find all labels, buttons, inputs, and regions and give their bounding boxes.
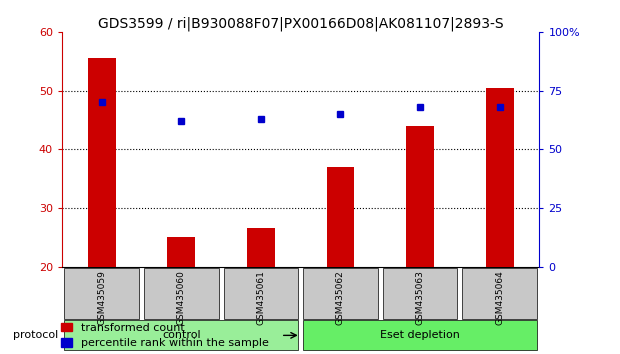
FancyBboxPatch shape	[303, 268, 378, 319]
FancyBboxPatch shape	[224, 268, 298, 319]
FancyBboxPatch shape	[144, 268, 219, 319]
Bar	[327, 167, 355, 267]
FancyBboxPatch shape	[463, 268, 537, 319]
FancyBboxPatch shape	[383, 268, 458, 319]
Text: GSM435064: GSM435064	[495, 270, 504, 325]
Text: control: control	[162, 330, 201, 340]
Legend: transformed count, percentile rank within the sample: transformed count, percentile rank withi…	[61, 322, 269, 348]
Bar	[167, 237, 195, 267]
Text: protocol: protocol	[13, 330, 58, 340]
FancyBboxPatch shape	[64, 268, 139, 319]
FancyBboxPatch shape	[303, 320, 537, 350]
Text: Eset depletion: Eset depletion	[380, 330, 460, 340]
Text: GSM435061: GSM435061	[257, 270, 265, 325]
Text: GSM435060: GSM435060	[177, 270, 186, 325]
Bar	[247, 228, 275, 267]
Title: GDS3599 / ri|B930088F07|PX00166D08|AK081107|2893-S: GDS3599 / ri|B930088F07|PX00166D08|AK081…	[98, 17, 503, 31]
FancyBboxPatch shape	[64, 320, 298, 350]
Bar	[406, 126, 434, 267]
Text: GSM435063: GSM435063	[415, 270, 425, 325]
Bar	[88, 58, 116, 267]
Text: GSM435062: GSM435062	[336, 270, 345, 325]
Bar	[485, 88, 513, 267]
Text: GSM435059: GSM435059	[97, 270, 106, 325]
